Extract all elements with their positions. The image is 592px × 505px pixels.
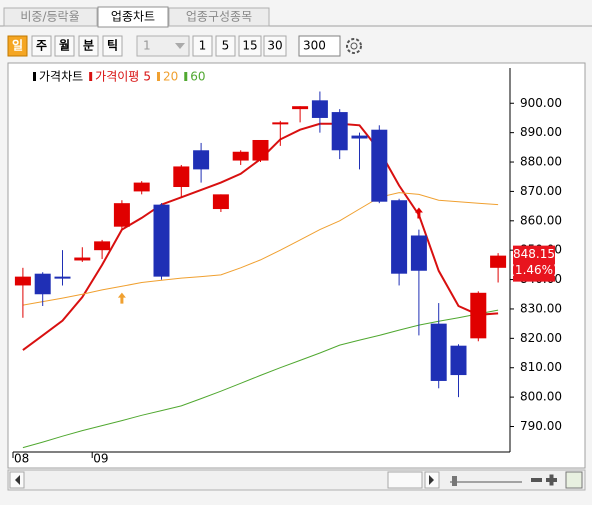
candle-body <box>34 273 51 295</box>
candle-body <box>173 166 190 188</box>
candle-body <box>74 257 91 261</box>
settings-icon[interactable] <box>346 38 362 54</box>
period-button[interactable] <box>7 35 28 57</box>
candle-body <box>212 194 229 210</box>
legend-label: 60 <box>190 70 205 84</box>
interval-button[interactable] <box>238 35 262 57</box>
legend-swatch <box>184 72 188 81</box>
period-button[interactable] <box>78 35 99 57</box>
y-tick-label: 790.00 <box>520 419 562 433</box>
zoom-handle[interactable] <box>452 476 457 486</box>
legend-label: 5 <box>143 70 151 84</box>
zoom-out[interactable] <box>531 478 542 482</box>
y-tick-label: 880.00 <box>520 155 562 169</box>
candle-body <box>292 106 309 110</box>
arrow-icon <box>429 475 434 485</box>
candle-body <box>391 200 408 274</box>
candle-body <box>470 292 487 339</box>
tab[interactable] <box>3 7 98 27</box>
y-tick-label: 900.00 <box>520 96 562 110</box>
interval-label: 15 <box>242 39 257 53</box>
tab-active[interactable] <box>97 6 169 28</box>
legend-label: 20 <box>163 70 178 84</box>
legend-swatch <box>89 72 93 81</box>
candle-body <box>113 203 130 227</box>
count-value: 300 <box>303 39 326 53</box>
candle-body <box>351 135 368 139</box>
ma-line <box>22 192 499 306</box>
y-tick-label: 820.00 <box>520 331 562 345</box>
interval-label: 5 <box>222 39 230 53</box>
interval-button[interactable] <box>192 35 213 57</box>
legend-label: 가격차트 <box>39 70 83 84</box>
legend: 가격차트 가격이평 5 20 60 <box>33 70 206 84</box>
change-label: (1.46%) <box>510 263 557 277</box>
legend-swatch <box>33 72 36 81</box>
period-button[interactable] <box>102 35 123 57</box>
candle-body <box>311 100 328 118</box>
period-label: 틱 <box>107 38 118 53</box>
price-tag-label: 848.15 <box>513 247 555 261</box>
count-input[interactable] <box>298 35 341 57</box>
tab-label: 업종차트 <box>111 10 155 24</box>
dropdown[interactable] <box>136 35 190 57</box>
x-tick-label: 09 <box>93 452 108 466</box>
period-label: 월 <box>59 38 70 53</box>
y-tick-label: 860.00 <box>520 213 562 227</box>
candle-body <box>331 112 348 151</box>
y-tick-label: 810.00 <box>520 360 562 374</box>
candle-body <box>133 182 150 192</box>
interval-button[interactable] <box>263 35 287 57</box>
period-button[interactable] <box>31 35 52 57</box>
y-tick-label: 890.00 <box>520 125 562 139</box>
candle-body <box>252 139 269 161</box>
candle-body <box>430 323 447 381</box>
dropdown-arrow <box>175 43 185 49</box>
candle-body <box>54 276 71 279</box>
arrow-icon <box>15 475 20 485</box>
zoom-in[interactable] <box>546 474 557 486</box>
tab-label: 업종구성종목 <box>186 10 252 24</box>
scrollbar <box>7 469 586 491</box>
legend-label: 가격이평 <box>95 70 139 84</box>
candle-body <box>153 204 170 277</box>
x-tick-label: 08 <box>14 452 29 466</box>
y-tick-label: 800.00 <box>520 390 562 404</box>
candle-body <box>272 122 289 125</box>
candle-body <box>490 255 507 268</box>
period-label: 일 <box>12 39 23 53</box>
candle-body <box>371 129 388 202</box>
candle-body <box>232 151 249 161</box>
tab-label: 비중/등락율 <box>20 10 79 24</box>
period-label: 주 <box>36 39 47 53</box>
interval-button[interactable] <box>215 35 236 57</box>
legend-swatch <box>156 72 160 81</box>
signal-arrow <box>117 292 126 304</box>
candle-body <box>14 276 31 286</box>
period-label: 분 <box>83 39 94 53</box>
chart-icon[interactable] <box>565 471 583 489</box>
signal-arrow <box>414 207 423 219</box>
candle-body <box>450 345 467 376</box>
candle-body <box>94 241 111 251</box>
period-button[interactable] <box>54 35 75 57</box>
candle-body <box>410 235 427 271</box>
candle-body <box>193 150 210 170</box>
tab[interactable] <box>168 7 270 27</box>
interval-label: 1 <box>199 39 207 53</box>
y-tick-label: 870.00 <box>520 184 562 198</box>
price-tag <box>513 245 555 282</box>
scroll-thumb[interactable] <box>387 471 423 489</box>
y-tick-label: 830.00 <box>520 301 562 315</box>
dropdown-value: 1 <box>143 39 151 53</box>
interval-label: 30 <box>267 39 282 53</box>
